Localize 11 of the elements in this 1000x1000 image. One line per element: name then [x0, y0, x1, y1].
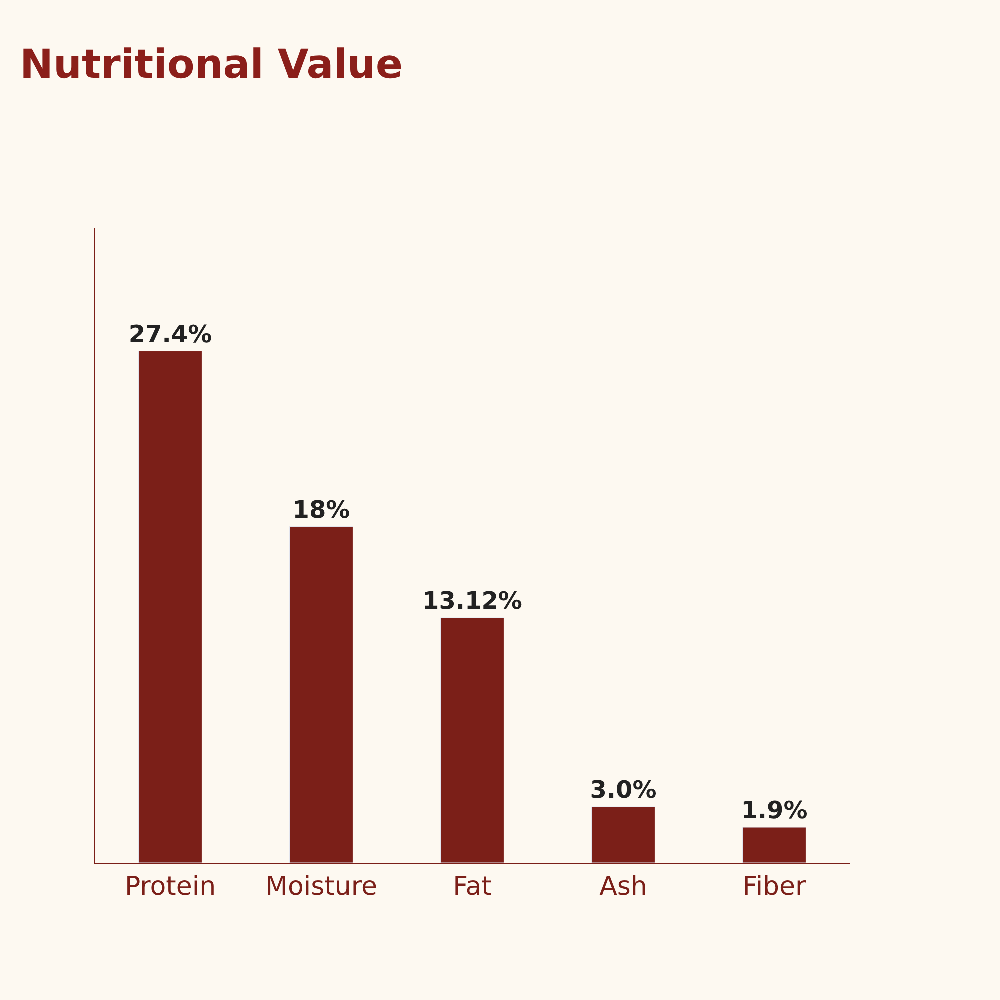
x-tick-label: Moisture: [266, 872, 378, 902]
data-label: 3.0%: [590, 776, 657, 804]
x-tick-label: Fat: [453, 872, 492, 902]
data-label: 27.4%: [128, 320, 212, 348]
data-label: 1.9%: [741, 796, 808, 825]
data-label: 13.12%: [422, 586, 522, 615]
x-tick-label: Fiber: [742, 872, 807, 902]
chart-title: Nutritional Value: [20, 42, 404, 88]
x-tick-label: Ash: [600, 872, 648, 902]
x-tick-label: Protein: [124, 872, 216, 902]
data-label: 18%: [292, 496, 350, 524]
